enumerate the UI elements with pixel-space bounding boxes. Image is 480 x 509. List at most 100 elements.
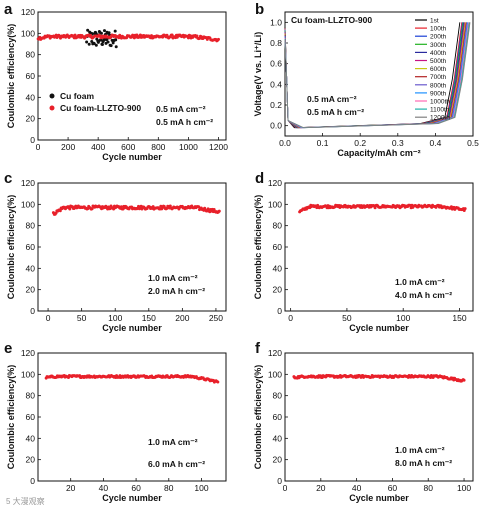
panel-label-d: d <box>255 170 264 187</box>
x-tick-label: 60 <box>388 483 398 493</box>
panel-label-b: b <box>255 1 264 18</box>
x-tick-label: 50 <box>77 313 87 323</box>
y-tick-label: 60 <box>273 412 283 422</box>
y-tick-label: 0.2 <box>270 100 282 110</box>
x-tick-label: 50 <box>342 313 352 323</box>
legend-entry: 1100th <box>430 107 450 114</box>
y-tick-label: 20 <box>26 455 36 465</box>
y-tick-label: 100 <box>21 369 35 379</box>
x-tick-label: 0.5 <box>467 138 479 148</box>
x-tick-label: 200 <box>61 142 75 152</box>
data-point <box>462 378 466 382</box>
condition-annotation: 0.5 mA h cm⁻² <box>156 117 213 127</box>
legend-entry: Cu foam <box>60 91 94 101</box>
legend-marker <box>49 93 55 99</box>
data-point <box>87 42 91 46</box>
x-tick-label: 20 <box>66 483 76 493</box>
condition-annotation: 4.0 mA h cm⁻² <box>395 290 452 300</box>
y-tick-label: 40 <box>26 92 36 102</box>
condition-annotation: 1.0 mA cm⁻² <box>148 273 198 283</box>
y-tick-label: 20 <box>273 285 283 295</box>
data-point <box>100 43 104 46</box>
x-tick-label: 0.1 <box>317 138 329 148</box>
x-tick-label: 0.2 <box>354 138 366 148</box>
y-tick-label: 80 <box>273 391 283 401</box>
y-tick-label: 0 <box>277 306 282 316</box>
y-tick-label: 20 <box>26 285 36 295</box>
data-point <box>99 31 103 35</box>
condition-annotation: 1.0 mA cm⁻² <box>395 445 445 455</box>
x-tick-label: 400 <box>91 142 105 152</box>
y-axis-label: Coulombic efficiency(%) <box>6 365 16 470</box>
y-tick-label: 0.4 <box>270 79 282 89</box>
data-point <box>114 45 118 49</box>
x-tick-label: 100 <box>457 483 471 493</box>
x-tick-label: 40 <box>352 483 362 493</box>
y-tick-label: 120 <box>21 7 35 17</box>
data-point <box>186 36 190 40</box>
y-tick-label: 0 <box>30 135 35 145</box>
y-tick-label: 1.0 <box>270 17 282 27</box>
y-axis-label: Coulombic efficiency(%) <box>253 195 263 300</box>
x-tick-label: 1000 <box>179 142 198 152</box>
condition-annotation: 0.5 mA cm⁻² <box>307 94 357 104</box>
data-point <box>216 37 220 41</box>
data-point <box>73 33 77 37</box>
x-tick-label: 0 <box>283 483 288 493</box>
y-tick-label: 80 <box>273 221 283 231</box>
data-point <box>68 207 72 211</box>
panel-b: b 0.0 0.1 0.2 0.3 0.4 0.5 0.0 0.2 0.4 0.6 0.8 1.0 Cap… <box>253 1 479 158</box>
x-tick-label: 200 <box>175 313 189 323</box>
y-tick-label: 60 <box>26 242 36 252</box>
x-tick-label: 0.4 <box>429 138 441 148</box>
data-point <box>113 29 117 33</box>
legend-entry: 1st <box>430 18 439 25</box>
y-tick-label: 0.0 <box>270 121 282 131</box>
y-tick-label: 120 <box>268 348 282 358</box>
x-tick-label: 100 <box>396 313 410 323</box>
data-point <box>54 211 58 215</box>
data-point <box>217 209 221 213</box>
y-tick-label: 80 <box>26 50 36 60</box>
y-tick-label: 0.8 <box>270 38 282 48</box>
x-tick-label: 60 <box>131 483 141 493</box>
panel-d: d 0 50 100 150 0 20 40 60 80 100 120 Cycle number Cou… <box>253 170 474 333</box>
x-tick-label: 150 <box>142 313 156 323</box>
x-axis-label: Cycle number <box>102 323 162 333</box>
curve-1200th <box>284 22 471 129</box>
y-tick-label: 0 <box>277 476 282 486</box>
panel-c: c 0 50 100 150 200 250 0 20 40 60 80 100 120 Cycle num… <box>4 170 227 333</box>
legend-entry: 800th <box>430 82 447 89</box>
condition-annotation: 2.0 mA h cm⁻² <box>148 286 205 296</box>
data-point <box>114 38 118 42</box>
panel-label-f: f <box>255 340 261 357</box>
y-tick-label: 40 <box>273 433 283 443</box>
legend-entry: 400th <box>430 50 447 57</box>
y-tick-label: 40 <box>26 433 36 443</box>
data-point <box>105 38 109 42</box>
y-tick-label: 60 <box>26 71 36 81</box>
data-point <box>216 380 220 384</box>
x-tick-label: 0 <box>46 313 51 323</box>
x-tick-label: 250 <box>209 313 223 323</box>
y-axis-label: Coulombic efficiency(%) <box>6 24 16 129</box>
plot-frame-b <box>284 11 474 137</box>
y-tick-label: 20 <box>26 114 36 124</box>
condition-annotation: 0.5 mA h cm⁻² <box>307 107 364 117</box>
condition-annotation: 1.0 mA cm⁻² <box>148 437 198 447</box>
x-tick-label: 1200 <box>209 142 228 152</box>
y-tick-label: 20 <box>273 455 283 465</box>
panel-label-e: e <box>4 340 12 357</box>
data-point <box>90 39 94 43</box>
x-axis-label: Cycle number <box>349 493 409 503</box>
x-tick-label: 80 <box>164 483 174 493</box>
data-point <box>99 38 103 42</box>
x-tick-label: 40 <box>99 483 109 493</box>
x-tick-label: 20 <box>316 483 326 493</box>
y-tick-label: 100 <box>268 199 282 209</box>
data-point <box>85 40 89 44</box>
data-point <box>150 34 153 38</box>
condition-annotation: 0.5 mA cm⁻² <box>156 104 206 114</box>
y-axis-label: Coulombic efficiency(%) <box>253 365 263 470</box>
data-point <box>102 29 106 33</box>
